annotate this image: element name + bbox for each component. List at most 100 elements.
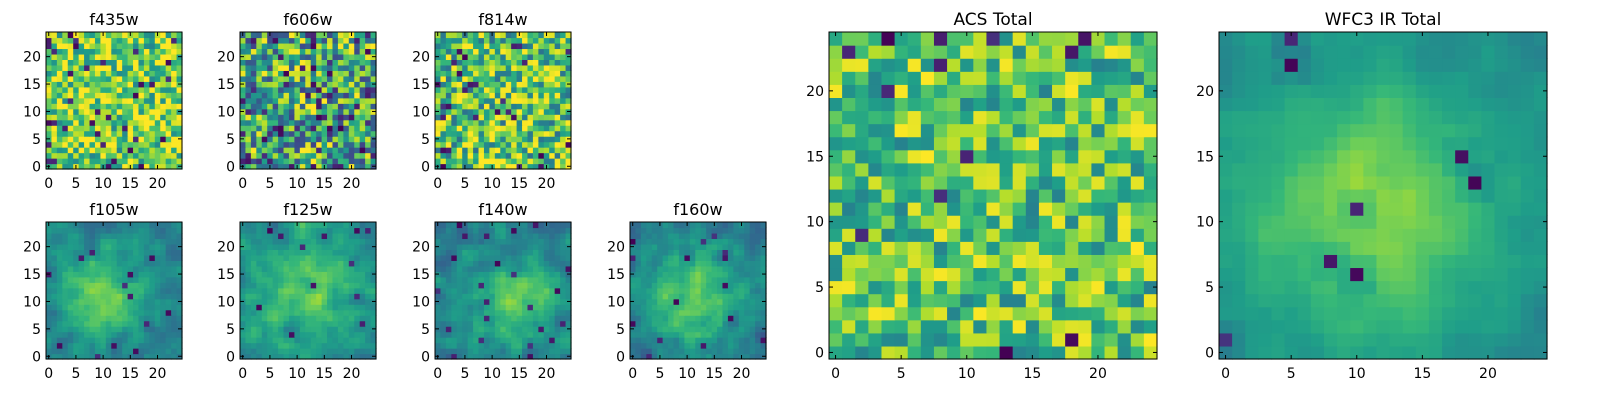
heatmap-cell: [1025, 241, 1040, 255]
heatmap-cell: [473, 32, 480, 39]
heatmap-cell: [261, 282, 268, 289]
heatmap-cell: [722, 326, 729, 333]
heatmap-cell: [332, 53, 339, 60]
heatmap-cell: [738, 282, 745, 289]
heatmap-cell: [250, 232, 257, 240]
heatmap-cell: [343, 108, 350, 115]
heatmap-cell: [565, 48, 572, 55]
heatmap-cell: [78, 97, 85, 104]
heatmap-cell: [467, 37, 474, 44]
heatmap-cell: [462, 147, 469, 154]
heatmap-cell: [160, 276, 167, 283]
heatmap-cell: [56, 265, 63, 272]
heatmap-cell: [105, 37, 112, 44]
heatmap-cell: [240, 331, 247, 338]
heatmap-cell: [478, 163, 485, 170]
heatmap-cell: [689, 276, 696, 283]
heatmap-cell: [947, 306, 961, 321]
heatmap-cell: [532, 254, 539, 261]
heatmap-cell: [46, 348, 53, 355]
heatmap-cell: [240, 304, 247, 311]
heatmap-cell: [116, 331, 123, 338]
heatmap-cell: [657, 249, 664, 256]
heatmap-cell: [727, 315, 734, 322]
heatmap-cell: [165, 326, 172, 333]
heatmap-cell: [160, 287, 167, 294]
heatmap-cell: [435, 320, 442, 327]
heatmap-cell: [370, 141, 377, 148]
heatmap-cell: [327, 315, 334, 322]
heatmap-cell: [310, 282, 317, 289]
heatmap-cell: [165, 42, 172, 50]
heatmap-cell: [116, 271, 123, 278]
heatmap-cell: [46, 37, 53, 44]
heatmap-cell: [560, 130, 567, 137]
heatmap-cell: [538, 81, 545, 88]
heatmap-cell: [73, 232, 80, 240]
heatmap-cell: [462, 42, 469, 50]
heatmap-cell: [122, 86, 129, 93]
heatmap-cell: [473, 348, 480, 355]
heatmap-cell: [445, 304, 452, 311]
heatmap-cell: [478, 92, 485, 99]
heatmap-cell: [245, 298, 252, 305]
heatmap-cell: [299, 222, 306, 229]
heatmap-cell: [250, 37, 257, 44]
heatmap-cell: [451, 227, 458, 234]
heatmap-cell: [532, 125, 539, 132]
heatmap-cell: [122, 227, 129, 234]
heatmap-cell: [256, 163, 263, 170]
heatmap-cell: [522, 232, 529, 240]
heatmap-cell: [250, 298, 257, 305]
heatmap-cell: [359, 326, 366, 333]
heatmap-cell: [337, 147, 344, 154]
heatmap-cell: [149, 108, 156, 115]
heatmap-cell: [84, 238, 91, 245]
heatmap-cell: [651, 243, 658, 250]
heatmap-cell: [920, 215, 935, 229]
heatmap-cell: [143, 42, 150, 50]
heatmap-cell: [868, 175, 883, 190]
heatmap-cell: [337, 298, 344, 305]
heatmap-cell: [483, 326, 490, 333]
heatmap-cell: [462, 315, 469, 322]
heatmap-cell: [560, 48, 567, 55]
heatmap-cell: [138, 315, 145, 322]
heatmap-cell: [1052, 241, 1066, 255]
heatmap-cell: [478, 276, 485, 283]
heatmap-cell: [343, 326, 350, 333]
heatmap-cell: [267, 260, 274, 267]
heatmap-cell: [316, 125, 323, 132]
heatmap-cell: [440, 304, 447, 311]
heatmap-cell: [359, 64, 366, 71]
heatmap-cell: [706, 271, 713, 278]
heatmap-cell: [706, 227, 713, 234]
heatmap-cell: [467, 320, 474, 327]
heatmap-cell: [738, 232, 745, 240]
heatmap-cell: [657, 293, 664, 300]
heatmap-cell: [516, 342, 523, 349]
heatmap-cell: [435, 249, 442, 256]
heatmap-cell: [89, 232, 96, 240]
heatmap-cell: [478, 287, 485, 294]
heatmap-cell: [842, 267, 856, 282]
heatmap-cell: [532, 309, 539, 316]
axes-frame: [629, 221, 767, 360]
heatmap-cell: [149, 53, 156, 60]
heatmap-cell: [440, 163, 447, 170]
heatmap-cell: [516, 48, 523, 55]
heatmap-cell: [143, 163, 150, 170]
heatmap-cell: [245, 147, 252, 154]
heatmap-cell: [133, 287, 140, 294]
heatmap-cell: [646, 276, 653, 283]
heatmap-cell: [354, 136, 361, 143]
heatmap-cell: [256, 276, 263, 283]
heatmap-cell: [467, 114, 474, 121]
heatmap-cell: [1143, 319, 1158, 334]
y-tick-label: 20: [607, 240, 625, 256]
heatmap-cell: [288, 92, 295, 99]
heatmap-cell: [365, 326, 372, 333]
heatmap-cell: [310, 293, 317, 300]
heatmap-cell: [881, 149, 896, 164]
heatmap-cell: [527, 249, 534, 256]
